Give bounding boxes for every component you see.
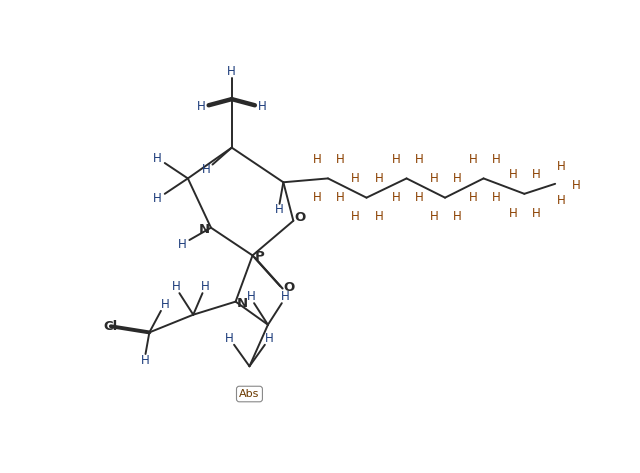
Text: O: O [294,211,306,224]
Text: H: H [468,191,477,204]
Text: H: H [532,168,541,181]
Text: H: H [201,280,210,293]
Text: H: H [492,191,500,204]
Text: H: H [178,238,187,251]
Text: Cl: Cl [103,320,117,333]
Text: O: O [284,281,295,294]
Text: H: H [509,207,518,219]
Text: H: H [225,332,234,345]
Text: N: N [198,223,209,236]
Text: N: N [237,297,248,310]
Text: H: H [196,100,205,114]
Text: H: H [351,172,360,185]
Text: H: H [392,153,400,166]
Text: H: H [572,179,581,192]
Text: H: H [374,172,383,185]
Text: H: H [453,210,461,223]
Text: H: H [336,153,345,166]
Text: H: H [275,203,284,217]
Text: H: H [161,298,169,311]
Text: H: H [415,153,423,166]
Text: H: H [374,210,383,223]
Text: H: H [453,172,461,185]
Text: H: H [227,65,236,78]
Text: H: H [153,192,161,205]
Text: H: H [557,160,566,174]
Text: H: H [246,290,255,304]
Text: H: H [392,191,400,204]
Text: H: H [313,191,321,204]
Text: H: H [492,153,500,166]
Text: H: H [153,152,161,165]
Text: H: H [532,207,541,219]
Text: H: H [265,332,274,345]
Text: H: H [172,280,180,293]
Text: H: H [415,191,423,204]
Text: H: H [509,168,518,181]
Text: H: H [351,210,360,223]
Text: H: H [468,153,477,166]
Text: H: H [557,194,566,207]
Text: H: H [280,290,289,304]
Text: Abs: Abs [239,389,260,399]
Text: H: H [430,172,438,185]
Text: H: H [202,163,211,175]
Text: P: P [255,251,264,263]
Text: H: H [258,100,267,114]
Text: H: H [313,153,321,166]
Text: H: H [141,354,150,367]
Text: H: H [336,191,345,204]
Text: H: H [430,210,438,223]
